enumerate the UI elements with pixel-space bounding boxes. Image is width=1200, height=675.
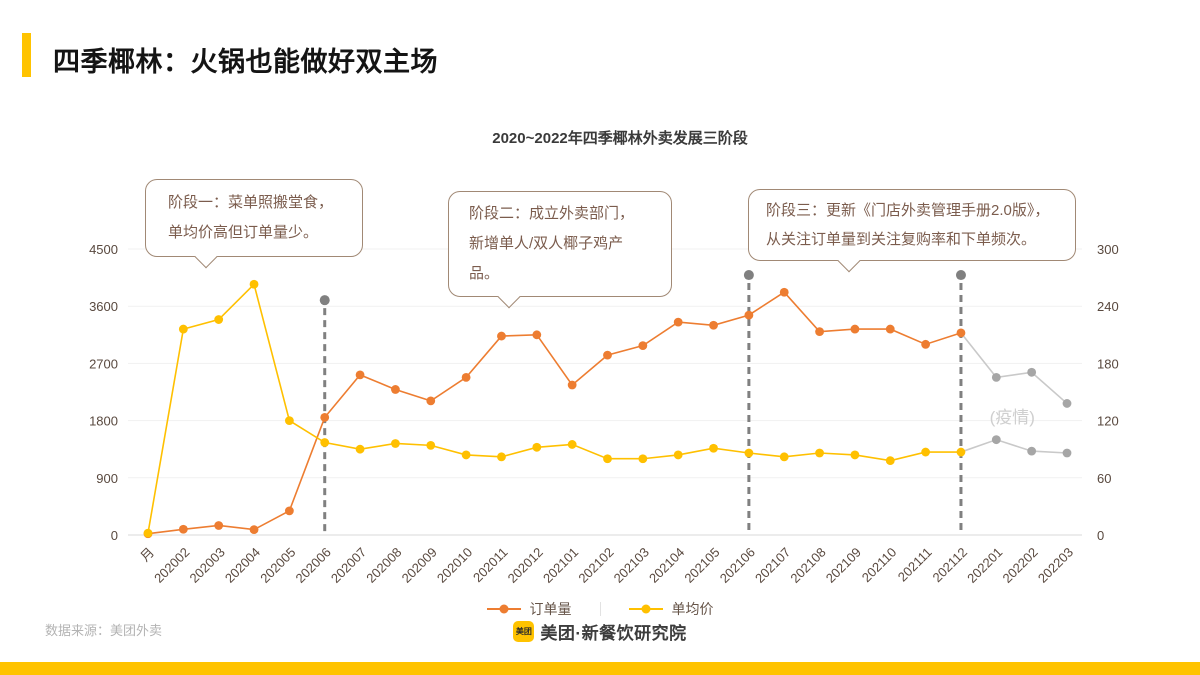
- svg-text:202106: 202106: [717, 545, 758, 586]
- chart-legend: 订单量 单均价: [0, 599, 1200, 619]
- svg-text:300: 300: [1097, 242, 1119, 257]
- svg-text:202108: 202108: [787, 545, 828, 586]
- svg-text:月: 月: [137, 545, 157, 565]
- title-accent-bar: [22, 33, 31, 77]
- svg-text:60: 60: [1097, 471, 1111, 486]
- svg-text:202012: 202012: [505, 545, 546, 586]
- svg-text:2700: 2700: [89, 356, 118, 371]
- svg-text:202102: 202102: [575, 545, 616, 586]
- footer-logo: 美团 美团·新餐饮研究院: [0, 619, 1200, 644]
- svg-text:4500: 4500: [89, 242, 118, 257]
- svg-text:120: 120: [1097, 414, 1119, 429]
- svg-text:900: 900: [96, 471, 118, 486]
- svg-text:202009: 202009: [399, 545, 440, 586]
- svg-text:202004: 202004: [222, 545, 263, 586]
- svg-text:202002: 202002: [151, 545, 192, 586]
- svg-text:202105: 202105: [681, 545, 722, 586]
- svg-text:202201: 202201: [964, 545, 1005, 586]
- callout-stage-1: 阶段一：菜单照搬堂食， 单均价高但订单量少。: [145, 179, 363, 269]
- page-title: 四季椰林：火锅也能做好双主场: [53, 47, 438, 77]
- chart-title: 2020~2022年四季椰林外卖发展三阶段: [492, 130, 748, 147]
- callout-stage-2: 阶段二：成立外卖部门， 新增单人/双人椰子鸡产品。: [448, 191, 672, 309]
- legend-divider: [599, 602, 601, 616]
- svg-text:202104: 202104: [646, 545, 687, 586]
- svg-text:202008: 202008: [363, 545, 404, 586]
- price-series-marker-icon: [628, 608, 663, 610]
- svg-text:240: 240: [1097, 299, 1119, 314]
- svg-text:202006: 202006: [293, 545, 334, 586]
- orders-series-marker-icon: [486, 608, 521, 610]
- legend-item-price: 单均价: [628, 599, 714, 619]
- callout-stage-3-line1: 阶段三：更新《门店外卖管理手册2.0版》，: [766, 202, 1050, 219]
- svg-text:0: 0: [1097, 528, 1104, 543]
- svg-text:202109: 202109: [823, 545, 864, 586]
- svg-text:202203: 202203: [1035, 545, 1076, 586]
- svg-text:1800: 1800: [89, 414, 118, 429]
- svg-text:202010: 202010: [434, 545, 475, 586]
- meituan-logo-icon: 美团: [513, 621, 535, 642]
- bottom-accent-bar: [0, 662, 1200, 675]
- footer-logo-text: 美团·新餐饮研究院: [540, 624, 687, 643]
- callout-stage-1-line2: 单均价高但订单量少。: [168, 224, 319, 241]
- svg-text:202101: 202101: [540, 545, 581, 586]
- svg-text:202007: 202007: [328, 545, 369, 586]
- svg-text:202005: 202005: [257, 545, 298, 586]
- svg-text:0: 0: [111, 528, 118, 543]
- svg-text:(疫情): (疫情): [990, 408, 1035, 427]
- callout-stage-2-line2: 新增单人/双人椰子鸡产品。: [469, 235, 624, 282]
- callout-stage-3-line2: 从关注订单量到关注复购率和下单频次。: [766, 231, 1037, 248]
- callout-stage-3: 阶段三：更新《门店外卖管理手册2.0版》， 从关注订单量到关注复购率和下单频次。: [748, 189, 1076, 273]
- data-source-note: 数据来源：美团外卖: [45, 623, 163, 638]
- svg-text:202103: 202103: [611, 545, 652, 586]
- callout-stage-2-line1: 阶段二：成立外卖部门，: [469, 205, 635, 222]
- svg-text:202112: 202112: [929, 545, 970, 586]
- svg-text:202110: 202110: [859, 545, 900, 586]
- legend-item-orders: 订单量: [486, 599, 572, 619]
- svg-text:202111: 202111: [895, 545, 935, 585]
- legend-label-orders: 订单量: [529, 601, 572, 617]
- svg-text:202202: 202202: [999, 545, 1040, 586]
- svg-text:202107: 202107: [752, 545, 793, 586]
- svg-text:3600: 3600: [89, 299, 118, 314]
- svg-text:202003: 202003: [187, 545, 228, 586]
- callout-stage-1-line1: 阶段一：菜单照搬堂食，: [168, 194, 334, 211]
- legend-label-price: 单均价: [671, 601, 714, 617]
- svg-text:180: 180: [1097, 356, 1119, 371]
- svg-text:202011: 202011: [470, 545, 511, 586]
